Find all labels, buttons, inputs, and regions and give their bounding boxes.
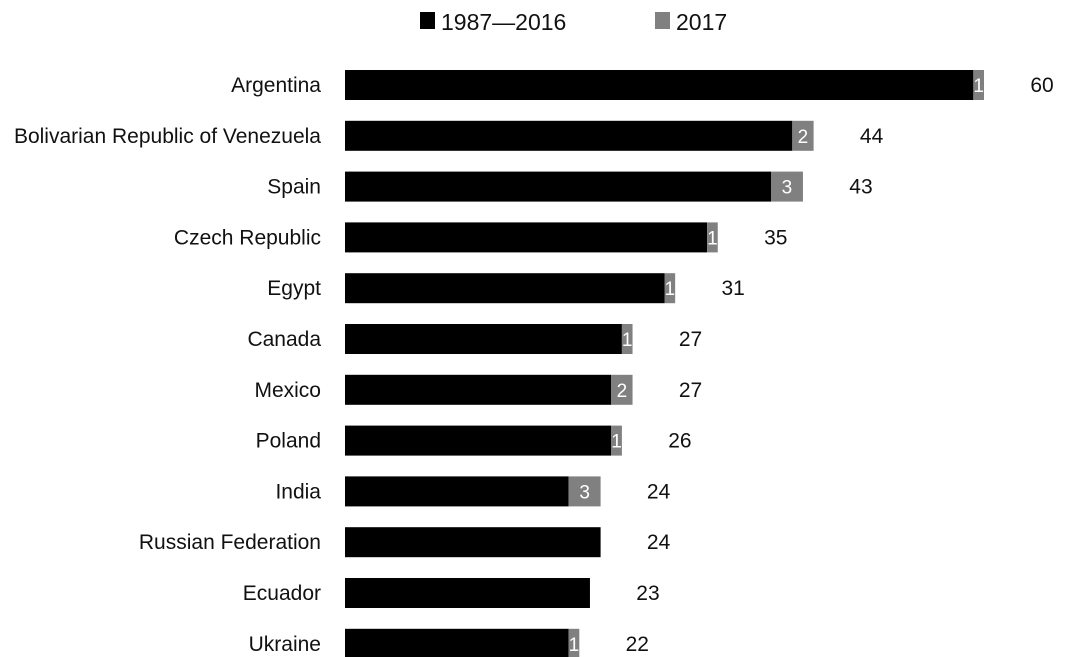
category-label: Mexico xyxy=(254,379,321,402)
bar-segment-2017 xyxy=(792,120,814,151)
bar-segment-2017 xyxy=(707,222,718,253)
bar-segment-2017 xyxy=(568,628,580,657)
segment-value-label: 1 xyxy=(973,76,984,97)
bar-segment-2017 xyxy=(621,324,633,354)
segment-value-label: 1 xyxy=(707,228,718,249)
bar-segment-1987-2016 xyxy=(345,222,708,253)
bar-segment-1987-2016 xyxy=(345,273,665,304)
bar-segment-2017 xyxy=(611,374,633,405)
total-value-label: 22 xyxy=(626,633,649,656)
bar-segment-1987-2016 xyxy=(345,527,601,558)
segment-value-label: 1 xyxy=(569,635,580,656)
legend-label-series-2: 2017 xyxy=(676,9,727,35)
segment-value-label: 1 xyxy=(665,279,676,300)
legend: 1987—2016 2017 xyxy=(420,9,727,35)
total-value-label: 60 xyxy=(1030,74,1053,97)
total-value-label: 35 xyxy=(764,226,787,249)
category-label: Argentina xyxy=(231,74,321,97)
segment-value-label: 1 xyxy=(622,330,633,351)
legend-label-series-1: 1987—2016 xyxy=(441,9,566,35)
total-value-label: 31 xyxy=(721,277,744,300)
category-label: Canada xyxy=(247,328,321,351)
total-value-label: 24 xyxy=(647,480,671,503)
category-label: Spain xyxy=(267,176,321,199)
bar-segment-1987-2016 xyxy=(345,628,569,657)
category-label: Czech Republic xyxy=(174,226,321,249)
total-value-label: 44 xyxy=(860,125,884,148)
segment-value-label: 3 xyxy=(782,178,793,199)
bar-segment-1987-2016 xyxy=(345,70,974,100)
total-value-label: 27 xyxy=(679,328,702,351)
bar-segment-1987-2016 xyxy=(345,120,793,151)
category-label: Ukraine xyxy=(249,633,321,656)
bar-segment-1987-2016 xyxy=(345,324,622,354)
category-label: India xyxy=(275,480,321,503)
total-value-label: 26 xyxy=(668,430,691,453)
category-label: Poland xyxy=(256,430,321,453)
category-label: Bolivarian Republic of Venezuela xyxy=(14,125,321,148)
bar-segment-2017 xyxy=(664,273,676,304)
segment-value-label: 1 xyxy=(611,432,622,453)
category-label: Ecuador xyxy=(243,582,321,605)
bar-segment-1987-2016 xyxy=(345,578,590,608)
category-label: Russian Federation xyxy=(139,531,321,554)
bar-segment-2017 xyxy=(973,70,984,100)
total-value-label: 23 xyxy=(636,582,659,605)
total-value-label: 43 xyxy=(849,176,872,199)
legend-swatch-series-1 xyxy=(420,12,435,29)
total-value-label: 24 xyxy=(647,531,671,554)
bar-segment-1987-2016 xyxy=(345,425,612,456)
bar-segment-1987-2016 xyxy=(345,476,569,507)
segment-value-label: 3 xyxy=(579,482,590,503)
legend-swatch-series-2 xyxy=(655,12,670,29)
segment-value-label: 2 xyxy=(617,381,628,402)
segment-value-label: 2 xyxy=(798,127,809,148)
bar-segment-2017 xyxy=(771,171,803,202)
bar-segment-1987-2016 xyxy=(345,171,771,202)
total-value-label: 27 xyxy=(679,379,702,402)
bar-segment-2017 xyxy=(611,425,622,456)
category-label: Egypt xyxy=(267,277,321,300)
bar-segment-1987-2016 xyxy=(345,374,612,405)
plot-area: Argentina 1 60 Bolivarian Republic of Venez… xyxy=(14,70,1054,657)
bar-segment-2017 xyxy=(568,476,601,507)
